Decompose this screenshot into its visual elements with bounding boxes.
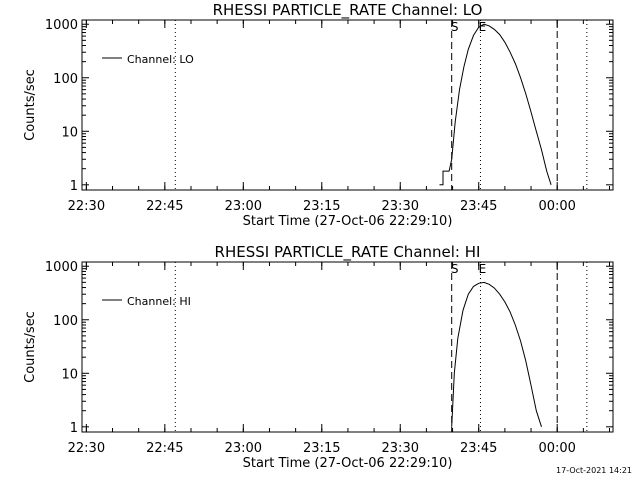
x-tick-label: 00:00 <box>538 199 575 214</box>
y-tick-label: 1000 <box>45 260 78 275</box>
x-tick-label: 22:30 <box>68 199 105 214</box>
chart-panel-2: RHESSI PARTICLE_RATE Channel: HI Counts/s… <box>23 243 614 471</box>
series-line <box>439 23 552 186</box>
x-tick-label: 23:30 <box>382 199 419 214</box>
chart-title: RHESSI PARTICLE_RATE Channel: HI <box>215 243 481 262</box>
x-tick-label: 23:45 <box>460 441 497 456</box>
y-tick-label: 1 <box>70 421 78 436</box>
plot-frame <box>81 19 614 191</box>
y-tick-label: 100 <box>53 314 78 329</box>
x-tick-label: 23:30 <box>382 441 419 456</box>
legend-label: Channel: HI <box>127 295 191 308</box>
y-tick-label: 100 <box>53 72 78 87</box>
x-tick-label: 23:15 <box>303 199 340 214</box>
x-tick-label: 23:00 <box>225 199 262 214</box>
marker-label-s: S <box>451 262 459 276</box>
y-tick-label: 10 <box>61 367 78 382</box>
x-tick-label: 00:00 <box>538 441 575 456</box>
x-tick-label: 22:45 <box>146 441 183 456</box>
series-line <box>451 281 542 427</box>
y-tick-label: 10 <box>61 125 78 140</box>
plot-frame <box>81 261 614 433</box>
marker-label-s: S <box>451 20 459 34</box>
y-axis-label: Counts/sec <box>23 69 38 141</box>
x-axis-label: Start Time (27-Oct-06 22:29:10) <box>243 456 453 471</box>
x-tick-label: 23:00 <box>225 441 262 456</box>
chart-panel-1: RHESSI PARTICLE_RATE Channel: LO Counts/s… <box>23 1 614 229</box>
y-tick-label: 1 <box>70 179 78 194</box>
footer-timestamp: 17-Oct-2021 14:21 <box>556 466 632 475</box>
x-axis-label: Start Time (27-Oct-06 22:29:10) <box>243 214 453 229</box>
x-tick-label: 22:30 <box>68 441 105 456</box>
x-tick-label: 23:15 <box>303 441 340 456</box>
y-tick-label: 1000 <box>45 18 78 33</box>
y-axis-label: Counts/sec <box>23 311 38 383</box>
marker-label-e: E <box>479 20 487 34</box>
legend-label: Channel: LO <box>127 53 194 66</box>
x-tick-label: 22:45 <box>146 199 183 214</box>
marker-label-e: E <box>479 262 487 276</box>
x-tick-label: 23:45 <box>460 199 497 214</box>
chart-title: RHESSI PARTICLE_RATE Channel: LO <box>213 1 483 20</box>
